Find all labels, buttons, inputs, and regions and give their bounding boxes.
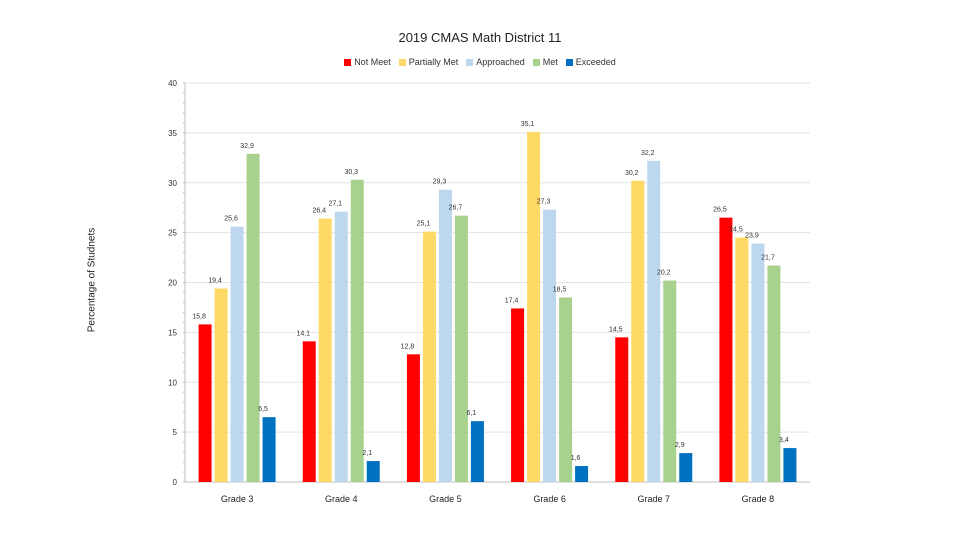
bar — [575, 466, 589, 482]
bar — [406, 354, 420, 482]
legend-swatch — [532, 58, 540, 66]
x-tick-label: Grade 6 — [533, 494, 566, 504]
legend: Not Meet Partially Met Approached Met Exceed… — [0, 57, 960, 67]
data-label: 17,4 — [505, 297, 519, 304]
data-label: 14,5 — [609, 326, 623, 333]
data-label: 15,8 — [192, 313, 206, 320]
y-tick-label: 10 — [168, 378, 177, 387]
legend-swatch — [466, 58, 474, 66]
legend-label: Approached — [476, 57, 525, 67]
x-tick-label: Grade 4 — [325, 494, 358, 504]
data-label: 23,9 — [745, 233, 759, 240]
bar — [422, 231, 436, 482]
bar — [318, 218, 332, 482]
y-tick-label: 25 — [168, 229, 177, 238]
legend-item: Exceeded — [565, 57, 616, 67]
bar — [302, 341, 316, 482]
chart-title: 2019 CMAS Math District 11 — [398, 30, 562, 45]
legend-label: Met — [542, 57, 558, 67]
data-label: 20,2 — [657, 270, 671, 277]
bar — [334, 211, 348, 483]
bar — [527, 131, 541, 482]
x-tick-label: Grade 5 — [429, 494, 462, 504]
x-tick-label: Grade 3 — [221, 494, 254, 504]
data-label: 29,3 — [433, 179, 447, 186]
data-label: 26,7 — [449, 205, 463, 212]
data-label: 19,4 — [208, 277, 222, 284]
bar — [783, 448, 797, 482]
data-label: 24,5 — [729, 227, 743, 234]
legend-item: Not Meet — [344, 57, 391, 67]
bar — [631, 180, 645, 482]
data-label: 26,4 — [312, 208, 326, 215]
bar — [198, 324, 212, 482]
data-label: 6,1 — [467, 410, 477, 417]
bar — [511, 308, 525, 482]
legend-item: Partially Met — [398, 57, 459, 67]
x-tick-label: Grade 7 — [637, 494, 670, 504]
bar — [470, 421, 484, 482]
y-tick-label: 0 — [173, 478, 178, 487]
bar — [735, 237, 749, 482]
data-label: 27,1 — [328, 201, 342, 208]
data-label: 35,1 — [521, 121, 535, 128]
bar — [559, 297, 573, 482]
data-label: 32,2 — [641, 150, 655, 157]
data-label: 2,1 — [362, 450, 372, 457]
data-label: 21,7 — [761, 255, 775, 262]
data-label: 25,6 — [224, 216, 238, 223]
y-tick-label: 40 — [168, 79, 177, 88]
data-label: 3,4 — [779, 437, 789, 444]
y-tick-label: 35 — [168, 129, 177, 138]
data-label: 30,2 — [625, 170, 639, 177]
bar — [615, 337, 629, 482]
x-tick-label: Grade 8 — [742, 494, 775, 504]
y-tick-label: 5 — [173, 428, 178, 437]
legend-item: Met — [532, 57, 558, 67]
legend-label: Exceeded — [575, 57, 616, 67]
legend-swatch — [398, 58, 406, 66]
legend-item: Approached — [466, 57, 525, 67]
bar — [767, 265, 781, 482]
legend-swatch — [344, 58, 352, 66]
data-label: 6,5 — [258, 406, 268, 413]
legend-label: Partially Met — [408, 57, 459, 67]
bar — [214, 288, 228, 482]
bar — [454, 215, 468, 483]
bar — [719, 217, 733, 482]
data-label: 14,1 — [296, 330, 310, 337]
y-tick-label: 20 — [168, 279, 177, 288]
bar — [663, 280, 677, 482]
bar — [647, 160, 661, 482]
data-label: 18,5 — [553, 286, 567, 293]
data-label: 26,5 — [713, 207, 727, 214]
bar — [262, 417, 276, 482]
legend-label: Not Meet — [354, 57, 391, 67]
bar — [366, 461, 380, 482]
data-label: 2,9 — [675, 442, 685, 449]
bar — [230, 226, 244, 482]
data-label: 32,9 — [240, 143, 254, 150]
data-label: 25,1 — [417, 221, 431, 228]
data-label: 30,3 — [344, 169, 358, 176]
legend-swatch — [565, 58, 573, 66]
bar — [751, 243, 765, 482]
data-label: 27,3 — [537, 199, 551, 206]
bar — [350, 179, 364, 482]
bar — [246, 153, 260, 482]
bar — [543, 209, 557, 482]
bar — [679, 453, 693, 482]
data-label: 1,6 — [571, 455, 581, 462]
bar — [438, 189, 452, 483]
y-tick-label: 30 — [168, 179, 177, 188]
y-tick-label: 15 — [168, 328, 177, 337]
data-label: 12,8 — [401, 343, 415, 350]
